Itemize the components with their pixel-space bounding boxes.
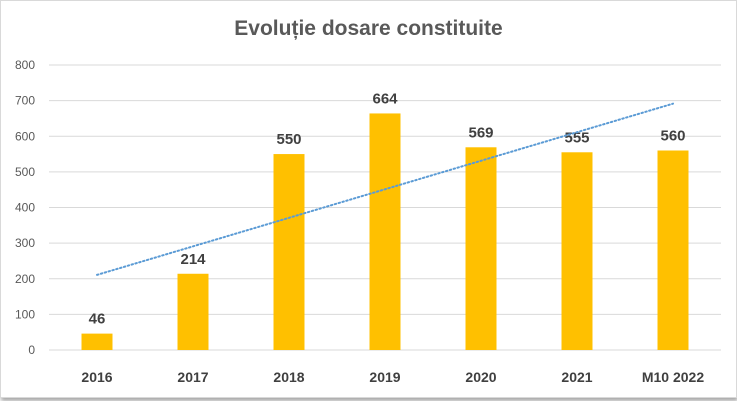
bar <box>369 113 401 350</box>
data-label: 550 <box>276 131 301 148</box>
x-tick-label: M10 2022 <box>642 369 704 385</box>
data-label: 555 <box>564 129 589 146</box>
bar <box>177 273 209 350</box>
data-label: 569 <box>468 124 493 141</box>
x-tick-label: 2018 <box>273 369 304 385</box>
bar <box>657 150 689 350</box>
x-tick-label: 2020 <box>465 369 496 385</box>
data-label: 214 <box>180 251 206 268</box>
y-tick-label: 700 <box>15 94 35 108</box>
y-tick-label: 800 <box>15 58 35 72</box>
y-tick-label: 100 <box>15 307 35 321</box>
bar <box>273 154 305 350</box>
data-label: 46 <box>89 311 106 328</box>
x-tick-label: 2017 <box>177 369 208 385</box>
chart-title: Evoluție dosare constituite <box>234 17 503 40</box>
y-tick-label: 400 <box>15 201 35 215</box>
trendline <box>96 102 674 276</box>
bar <box>81 333 113 350</box>
x-tick-label: 2016 <box>81 369 112 385</box>
bar <box>465 147 497 350</box>
y-tick-label: 200 <box>15 272 35 286</box>
x-tick-label: 2019 <box>369 369 400 385</box>
x-tick-label: 2021 <box>561 369 592 385</box>
y-tick-label: 600 <box>15 129 35 143</box>
data-label: 560 <box>660 128 685 145</box>
data-label: 664 <box>372 90 398 107</box>
bar <box>561 152 593 350</box>
y-tick-label: 300 <box>15 236 35 250</box>
y-tick-label: 0 <box>28 343 35 357</box>
y-tick-label: 500 <box>15 165 35 179</box>
